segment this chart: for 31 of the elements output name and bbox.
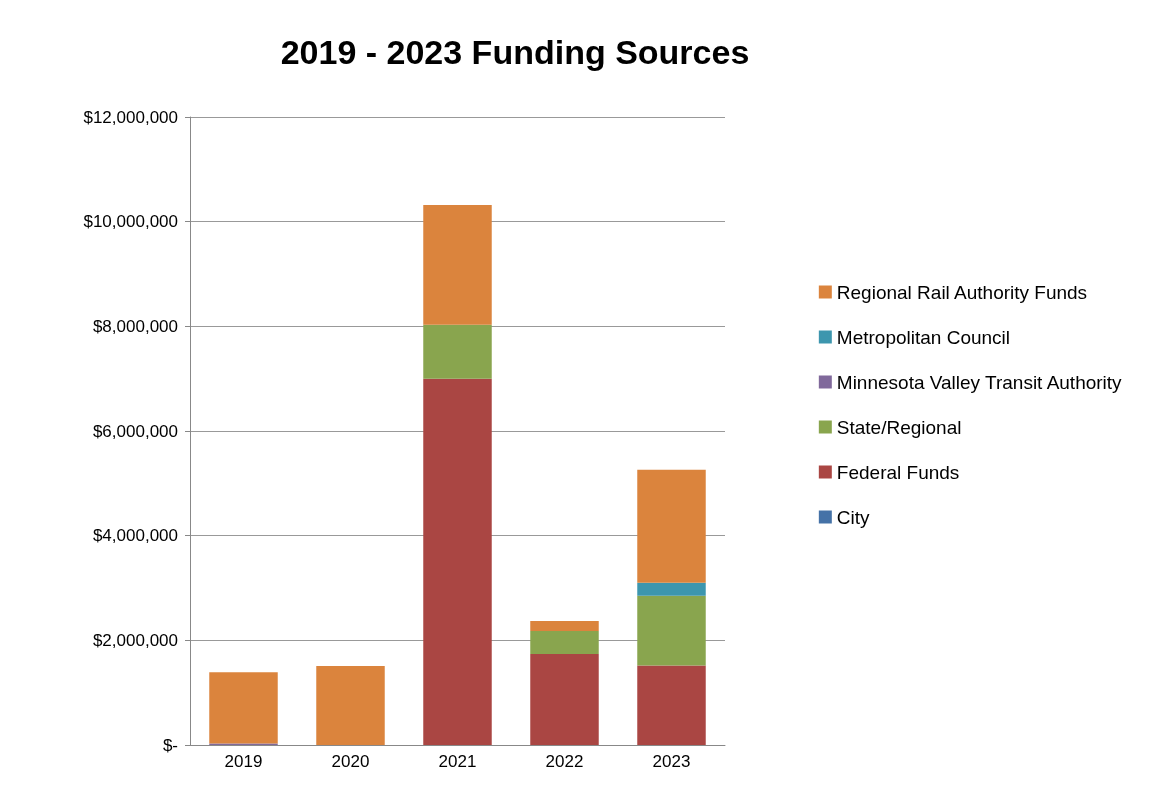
legend-label: Federal Funds (836, 461, 960, 483)
y-tick-label: $4,000,000 (92, 526, 178, 546)
x-tick-label: 2021 (438, 752, 477, 771)
bar (637, 595, 706, 666)
y-tick-label: $12,000,000 (83, 107, 178, 127)
bar (423, 378, 492, 745)
bar (530, 620, 599, 631)
bar (423, 324, 492, 379)
y-tick-label: $6,000,000 (92, 421, 178, 441)
y-tick-label: $- (162, 735, 178, 755)
legend-label: City (836, 506, 871, 528)
legend-label: Metropolitan Council (836, 326, 1011, 348)
bar (637, 469, 706, 583)
bar (637, 582, 706, 596)
y-tick-label: $8,000,000 (92, 316, 178, 336)
x-tick-label: 2022 (545, 752, 584, 771)
bar (209, 672, 278, 744)
bar (316, 665, 385, 745)
legend-label: State/Regional (836, 416, 962, 438)
bar (530, 630, 599, 654)
chart-title: 2019 - 2023 Funding Sources (280, 33, 750, 71)
bar (530, 653, 599, 745)
x-tick-label: 2023 (652, 752, 691, 771)
legend-label: Minnesota Valley Transit Authority (836, 371, 1123, 393)
y-tick-label: $2,000,000 (92, 630, 178, 650)
bar (637, 665, 706, 745)
bar (423, 204, 492, 325)
y-tick-label: $10,000,000 (83, 212, 178, 232)
x-tick-label: 2020 (331, 752, 370, 771)
legend-label: Regional Rail Authority Funds (836, 281, 1088, 303)
x-tick-label: 2019 (224, 752, 263, 771)
